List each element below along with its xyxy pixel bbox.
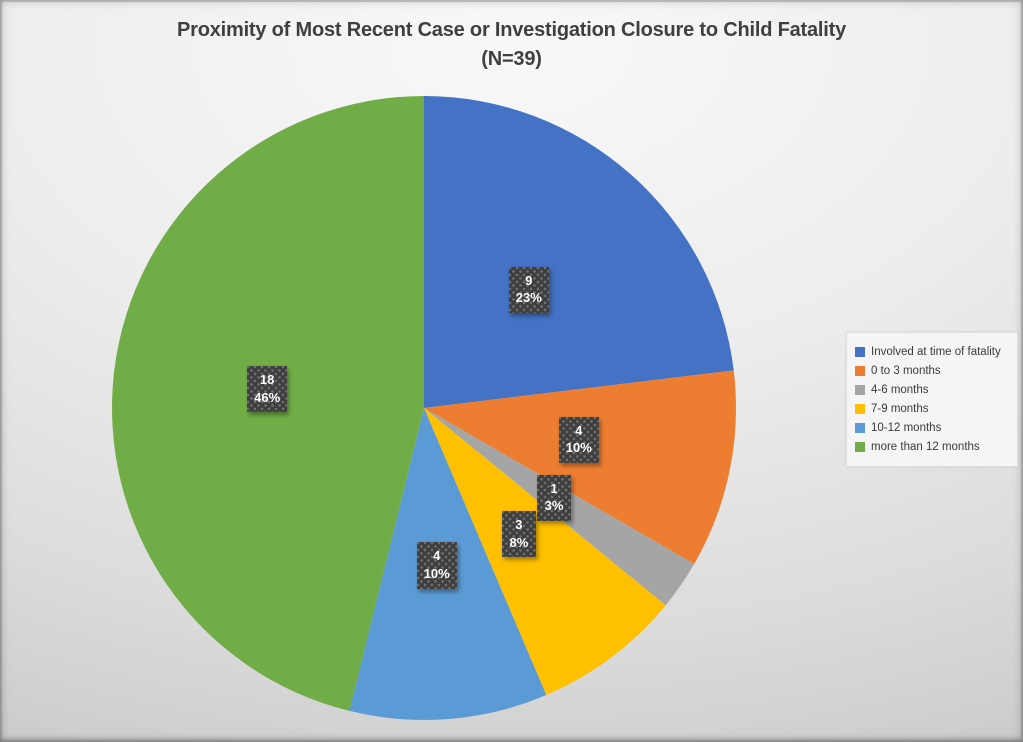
legend-item-7-9-months[interactable]: 7-9 months (855, 403, 1009, 415)
legend-item-10-12-months[interactable]: 10-12 months (855, 422, 1009, 434)
data-label-value: 4 (575, 422, 583, 438)
data-label-percent: 23% (515, 290, 542, 306)
data-label-value: 18 (259, 371, 275, 387)
legend-label: 4-6 months (871, 384, 929, 396)
data-label-10-12-months[interactable]: 4 10% (417, 542, 457, 588)
data-label-more-than-12-months[interactable]: 18 46% (247, 366, 287, 412)
legend-swatch-icon (855, 442, 865, 452)
legend-swatch-icon (855, 347, 865, 357)
chart-title: Proximity of Most Recent Case or Investi… (0, 16, 1023, 74)
legend-swatch-icon (855, 366, 865, 376)
data-label-7-9-months[interactable]: 3 8% (502, 511, 536, 557)
legend-label: Involved at time of fatality (871, 346, 1001, 358)
data-label-value: 4 (433, 548, 441, 564)
data-label-percent: 8% (509, 534, 529, 550)
data-label-value: 1 (550, 480, 558, 496)
legend-swatch-icon (855, 404, 865, 414)
chart-title-line1: Proximity of Most Recent Case or Investi… (176, 19, 847, 41)
data-label-percent: 46% (254, 389, 281, 405)
legend-item-0-to-3-months[interactable]: 0 to 3 months (855, 365, 1009, 377)
legend-label: more than 12 months (871, 441, 980, 453)
data-label-involved-at-time-of-fatality[interactable]: 9 23% (509, 267, 549, 313)
legend: Involved at time of fatality 0 to 3 month… (846, 332, 1018, 467)
legend-item-more-than-12-months[interactable]: more than 12 months (855, 441, 1009, 453)
data-label-value: 3 (515, 517, 523, 533)
legend-label: 0 to 3 months (871, 365, 941, 377)
legend-label: 10-12 months (871, 422, 942, 434)
data-label-0-to-3-months[interactable]: 4 10% (559, 417, 599, 463)
legend-swatch-icon (855, 423, 865, 433)
data-label-percent: 10% (565, 440, 592, 456)
pie-slice-involved-at-time-of-fatality[interactable] (424, 96, 734, 408)
data-label-percent: 3% (544, 498, 564, 514)
pie-slice-0-to-3-months[interactable] (424, 370, 737, 564)
data-label-value: 9 (525, 272, 533, 288)
legend-swatch-icon (855, 385, 865, 395)
legend-label: 7-9 months (871, 403, 929, 415)
data-label-4-6-months[interactable]: 1 3% (537, 475, 571, 521)
chart-title-line2: (N=39) (481, 48, 542, 70)
pie-slice-7-9-months[interactable] (424, 408, 666, 696)
legend-item-involved-at-time-of-fatality[interactable]: Involved at time of fatality (855, 346, 1009, 358)
data-label-percent: 10% (423, 565, 450, 581)
legend-item-4-6-months[interactable]: 4-6 months (855, 384, 1009, 396)
